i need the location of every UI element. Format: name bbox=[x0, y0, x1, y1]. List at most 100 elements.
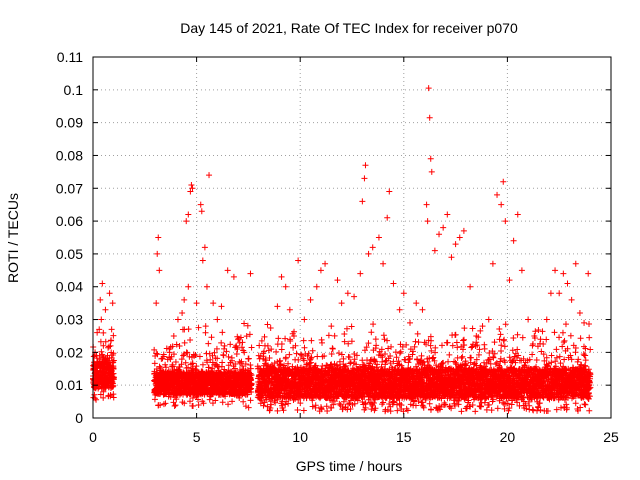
data-point bbox=[193, 363, 200, 370]
data-point bbox=[319, 339, 326, 346]
data-point bbox=[329, 345, 336, 352]
data-point bbox=[172, 358, 179, 365]
data-point bbox=[468, 354, 475, 361]
data-point bbox=[309, 347, 316, 354]
data-point bbox=[191, 353, 198, 360]
data-point bbox=[282, 335, 289, 342]
data-point bbox=[258, 337, 265, 344]
data-point bbox=[247, 397, 254, 404]
data-point bbox=[387, 408, 394, 415]
data-point bbox=[380, 332, 387, 339]
data-point bbox=[396, 350, 403, 357]
data-point bbox=[245, 404, 252, 411]
data-point bbox=[218, 339, 225, 346]
data-point bbox=[458, 408, 465, 415]
data-point bbox=[219, 359, 226, 366]
data-point bbox=[178, 361, 185, 368]
data-point bbox=[195, 324, 202, 331]
data-point bbox=[169, 363, 176, 370]
data-point bbox=[170, 351, 177, 358]
data-point bbox=[172, 402, 179, 409]
data-point bbox=[156, 363, 163, 370]
data-point bbox=[341, 330, 348, 337]
data-point bbox=[190, 403, 197, 410]
grid-lines bbox=[93, 57, 611, 418]
data-point bbox=[308, 337, 315, 344]
data-point bbox=[428, 406, 435, 413]
data-point bbox=[169, 343, 176, 350]
data-point bbox=[221, 342, 228, 349]
data-point bbox=[445, 358, 452, 365]
data-point bbox=[195, 402, 202, 409]
data-point bbox=[93, 396, 100, 403]
data-point bbox=[100, 394, 107, 401]
data-point bbox=[189, 360, 196, 367]
data-point bbox=[481, 345, 488, 352]
data-point bbox=[415, 339, 422, 346]
data-point bbox=[426, 400, 433, 407]
data-point bbox=[173, 396, 180, 403]
data-point bbox=[227, 341, 234, 348]
data-point bbox=[261, 333, 268, 340]
data-point bbox=[178, 356, 185, 363]
data-point bbox=[160, 401, 167, 408]
data-point bbox=[181, 339, 188, 346]
data-point bbox=[202, 329, 209, 336]
data-point bbox=[286, 351, 293, 358]
data-point bbox=[278, 346, 285, 353]
data-point bbox=[240, 398, 247, 405]
data-point bbox=[229, 398, 236, 405]
data-point bbox=[199, 361, 206, 368]
data-point bbox=[300, 407, 307, 414]
data-point bbox=[282, 401, 289, 408]
data-point bbox=[202, 323, 209, 330]
data-point bbox=[171, 403, 178, 410]
data-point bbox=[173, 341, 180, 348]
data-point bbox=[452, 331, 459, 338]
data-point bbox=[169, 361, 176, 368]
data-point bbox=[370, 321, 377, 328]
data-point bbox=[110, 357, 117, 364]
data-point bbox=[185, 326, 192, 333]
data-point bbox=[282, 354, 289, 361]
data-point bbox=[219, 399, 226, 406]
data-point bbox=[157, 401, 164, 408]
data-point bbox=[100, 329, 107, 336]
data-point bbox=[267, 324, 274, 331]
data-points bbox=[90, 85, 594, 415]
data-point bbox=[372, 336, 379, 343]
data-point bbox=[414, 330, 421, 337]
data-point bbox=[153, 350, 160, 357]
data-point bbox=[187, 337, 194, 344]
data-point bbox=[446, 351, 453, 358]
data-point bbox=[324, 407, 331, 414]
data-point bbox=[256, 342, 263, 349]
data-point bbox=[110, 374, 117, 381]
data-point bbox=[278, 341, 285, 348]
data-point bbox=[368, 329, 375, 336]
data-point bbox=[373, 342, 380, 349]
data-point bbox=[275, 335, 282, 342]
data-point bbox=[338, 351, 345, 358]
data-point bbox=[208, 334, 215, 341]
data-point bbox=[206, 396, 213, 403]
data-point bbox=[314, 353, 321, 360]
data-point bbox=[182, 359, 189, 366]
data-point bbox=[309, 403, 316, 410]
data-point bbox=[371, 357, 378, 364]
data-point bbox=[225, 353, 232, 360]
data-point bbox=[438, 342, 445, 349]
data-point bbox=[196, 353, 203, 360]
data-point bbox=[418, 352, 425, 359]
data-point bbox=[368, 406, 375, 413]
data-point bbox=[347, 359, 354, 366]
data-point bbox=[163, 364, 170, 371]
data-point bbox=[460, 337, 467, 344]
data-point bbox=[351, 351, 358, 358]
data-point bbox=[180, 352, 187, 359]
data-point bbox=[273, 348, 280, 355]
data-point bbox=[331, 332, 338, 339]
data-point bbox=[325, 332, 332, 339]
data-point bbox=[151, 346, 158, 353]
data-point bbox=[195, 396, 202, 403]
